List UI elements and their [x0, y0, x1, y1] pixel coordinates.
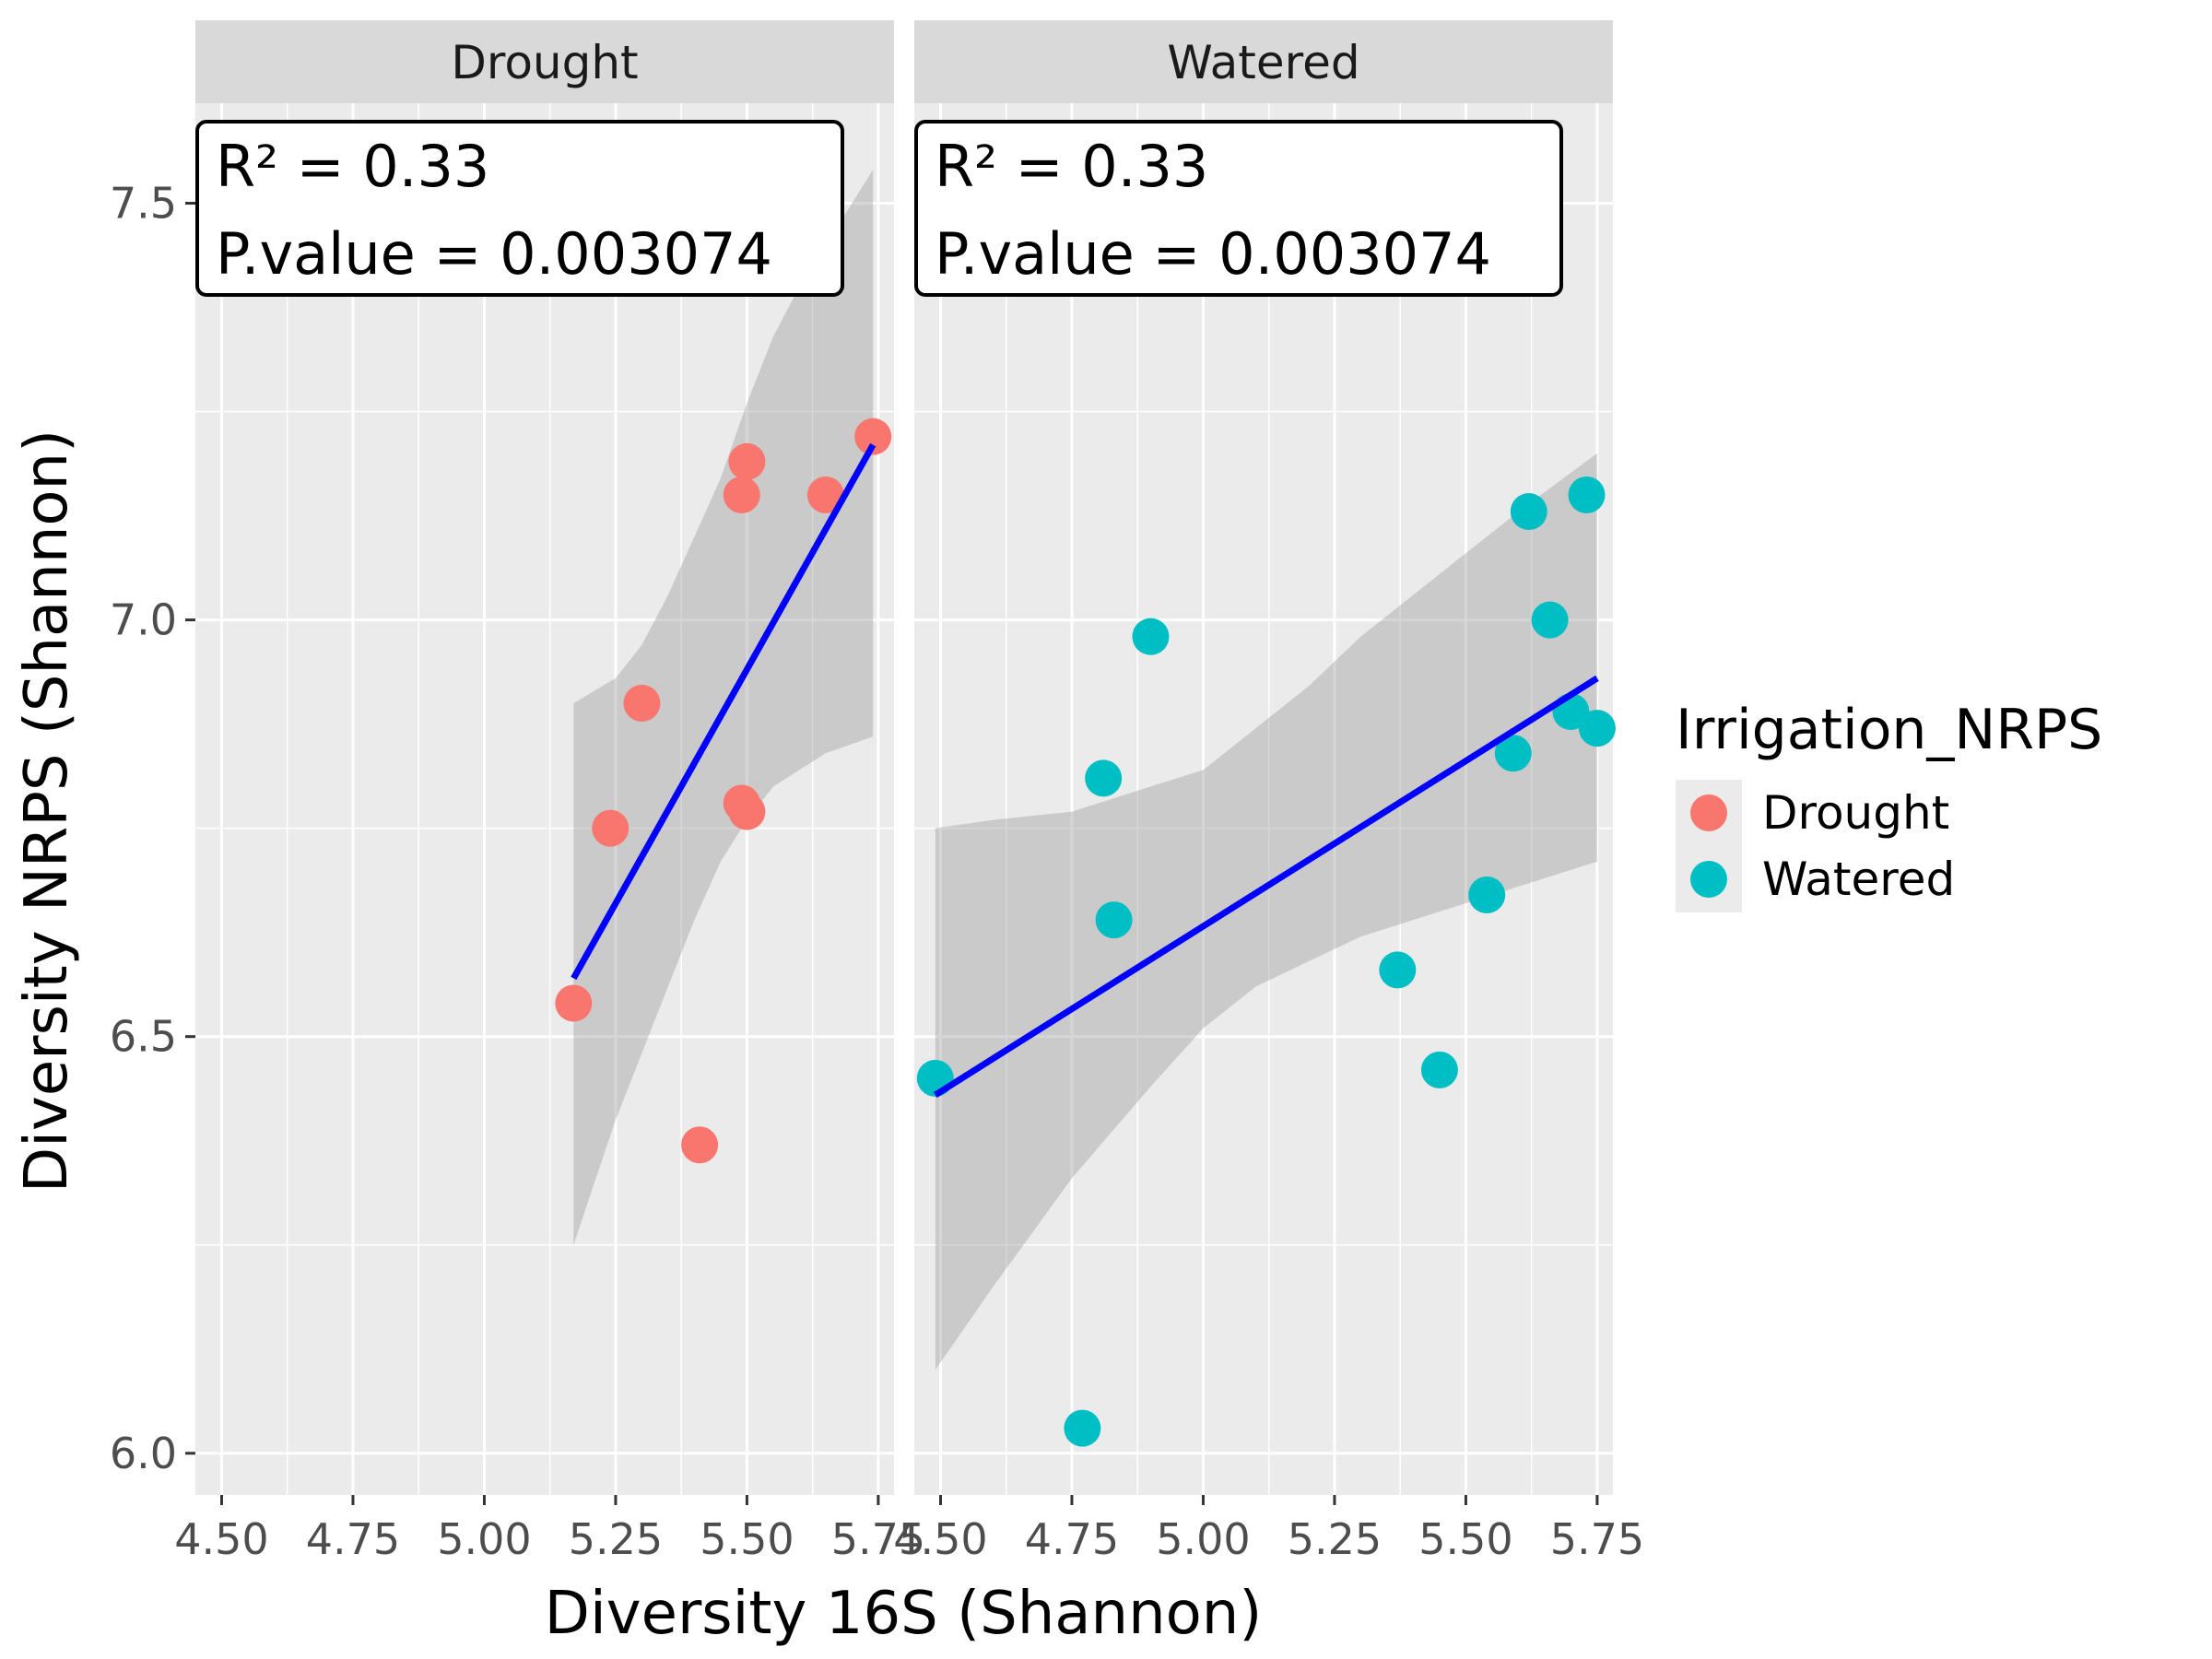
facet-strip-label: Watered	[1167, 36, 1359, 89]
confidence-band	[935, 453, 1597, 1371]
data-point	[854, 418, 892, 455]
y-tick-label: 7.0	[110, 595, 177, 645]
y-tick-label: 7.5	[110, 179, 177, 229]
x-tick-label: 5.25	[1288, 1514, 1382, 1564]
x-tick-label: 5.00	[437, 1514, 531, 1564]
x-tick-label: 4.50	[893, 1514, 987, 1564]
data-point	[1064, 1409, 1101, 1447]
legend-key-drought	[1690, 794, 1727, 831]
facet-strip	[914, 20, 1613, 103]
p-value-label: P.value = 0.003074	[216, 220, 772, 288]
y-tick-label: 6.5	[110, 1012, 177, 1062]
data-point	[1578, 710, 1616, 747]
data-point	[1510, 493, 1547, 531]
x-axis-title: Diversity 16S (Shannon)	[545, 1580, 1263, 1648]
data-point	[1468, 876, 1506, 913]
stat-label-box	[195, 120, 844, 297]
x-tick-label: 5.25	[569, 1514, 663, 1564]
data-point	[723, 476, 760, 513]
data-point	[1494, 735, 1532, 772]
facet-panel-drought: Drought R² = 0.33 P.value = 0.003074 4.50 4.…	[174, 20, 925, 1564]
legend-title: Irrigation_NRPS	[1676, 698, 2102, 762]
regression-line	[933, 675, 1599, 1098]
legend-key-watered	[1690, 861, 1727, 898]
r-squared-label: R² = 0.33	[935, 133, 1208, 200]
data-point	[555, 984, 593, 1022]
y-tick-label: 6.0	[110, 1429, 177, 1478]
panel-background	[195, 103, 894, 1495]
data-point	[1095, 901, 1133, 939]
data-point	[1132, 618, 1170, 655]
data-point	[1420, 1051, 1458, 1088]
x-tick-label: 4.75	[1025, 1514, 1119, 1564]
data-point	[728, 793, 766, 830]
data-point	[1379, 951, 1417, 989]
p-value-label: P.value = 0.003074	[935, 220, 1491, 288]
r-squared-label: R² = 0.33	[216, 133, 489, 200]
legend-label-watered: Watered	[1762, 853, 1955, 906]
y-axis: 6.0 6.5 7.0 7.5	[110, 179, 195, 1478]
data-point	[592, 809, 629, 847]
data-point	[623, 685, 661, 723]
regression-line	[571, 443, 877, 981]
legend-label-drought: Drought	[1762, 786, 1949, 840]
stat-label-box	[914, 120, 1563, 297]
x-tick-label: 5.75	[831, 1514, 925, 1564]
data-point	[806, 476, 844, 513]
data-point	[1568, 476, 1606, 513]
data-point	[1531, 601, 1569, 639]
data-point	[728, 442, 766, 480]
legend: Irrigation_NRPS Drought Watered	[1676, 698, 2102, 912]
facet-strip-label: Drought	[451, 36, 638, 89]
x-tick-label: 4.75	[306, 1514, 400, 1564]
x-tick-label: 5.50	[700, 1514, 794, 1564]
x-tick-label: 5.50	[1418, 1514, 1512, 1564]
x-tick-label: 5.75	[1550, 1514, 1644, 1564]
x-tick-label: 4.50	[174, 1514, 268, 1564]
facet-panels: Drought R² = 0.33 P.value = 0.003074 4.50 4.…	[174, 20, 1644, 1564]
x-tick-label: 5.00	[1156, 1514, 1250, 1564]
data-point	[681, 1126, 719, 1164]
data-point	[1085, 759, 1123, 797]
panel-background	[914, 103, 1613, 1495]
facet-strip	[195, 20, 894, 103]
y-axis-title: Diversity NRPS (Shannon)	[13, 429, 81, 1193]
facet-panel-watered: Watered R² = 0.33 P.value = 0.003074 4.50 4.…	[893, 20, 1644, 1564]
